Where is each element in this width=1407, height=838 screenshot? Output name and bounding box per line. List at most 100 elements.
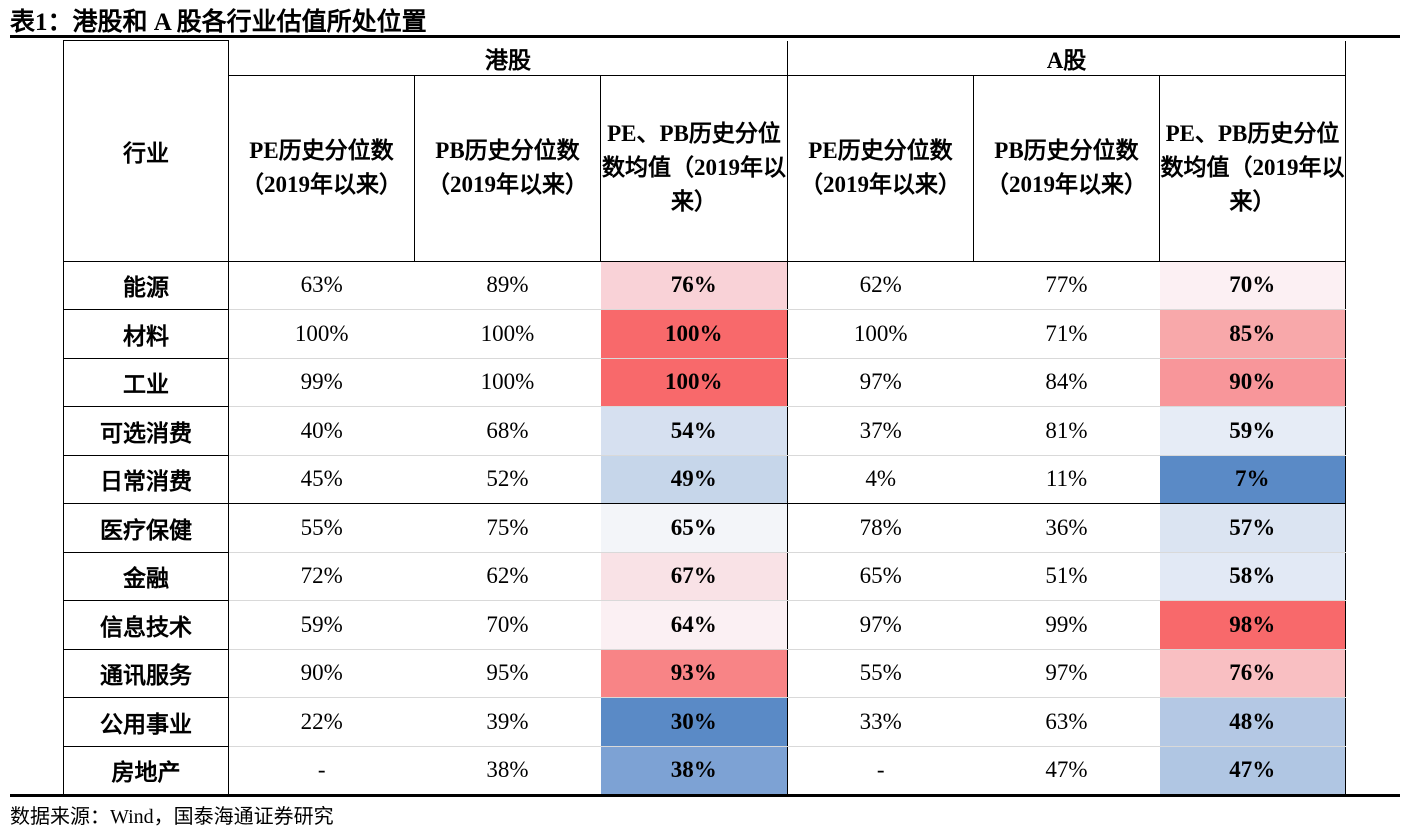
industry-cell: 材料: [63, 309, 229, 359]
header-group-a: A股: [787, 40, 1346, 76]
hk-pe-cell: 63%: [228, 261, 415, 310]
table-row: 房地产 -38% 38% -47% 47%: [63, 745, 1346, 795]
hk-pb-cell: 62%: [414, 552, 601, 601]
header-group-hk: 港股: [228, 40, 788, 76]
hk-avg-cell: 49%: [600, 455, 788, 504]
a-pb-cell: 84%: [973, 358, 1160, 407]
a-pe-cell: 100%: [787, 309, 974, 359]
industry-cell: 医疗保健: [63, 503, 229, 553]
hk-pe-cell: 55%: [228, 503, 415, 553]
a-pe-cell: -: [787, 746, 974, 795]
a-pb-cell: 47%: [973, 746, 1160, 795]
hk-avg-cell: 38%: [600, 746, 788, 795]
table-title: 表1：港股和 A 股各行业估值所处位置: [10, 9, 427, 36]
header-industry: 行业: [63, 40, 229, 262]
a-pb-cell: 36%: [973, 503, 1160, 553]
a-pe-cell: 65%: [787, 552, 974, 601]
hk-pb-cell: 100%: [414, 309, 601, 359]
a-pb-cell: 97%: [973, 649, 1160, 698]
header-col: PE历史分位数（2019年以来）: [787, 75, 974, 262]
a-pb-cell: 11%: [973, 455, 1160, 504]
a-pe-cell: 97%: [787, 600, 974, 650]
table-row: 金融 72% 62% 67% 65% 51% 58%: [63, 551, 1346, 601]
industry-cell: 金融: [63, 551, 229, 601]
industry-cell: 工业: [63, 357, 229, 407]
a-avg-cell: 98%: [1159, 600, 1346, 650]
table-row: 公用事业 22% 39% 30% 33% 63% 48%: [63, 697, 1346, 747]
industry-cell: 通讯服务: [63, 648, 229, 698]
hk-pe-cell: 72%: [228, 552, 415, 601]
a-avg-cell: 58%: [1159, 552, 1346, 601]
hk-pe-cell: 40%: [228, 406, 415, 456]
table-row: 能源 63% 89% 76% 62% 77% 70%: [63, 260, 1346, 310]
a-avg-cell: 57%: [1159, 503, 1346, 553]
a-pb-cell: 81%: [973, 406, 1160, 456]
table-row: 通讯服务 90% 95% 93% 55% 97% 76%: [63, 648, 1346, 698]
table-row: 可选消费 40% 68% 54% 37% 81% 59%: [63, 406, 1346, 456]
a-avg-cell: 47%: [1159, 746, 1346, 795]
industry-cell: 公用事业: [63, 697, 229, 747]
hk-pb-cell: 39%: [414, 697, 601, 747]
source-note: 数据来源：Wind，国泰海通证券研究: [10, 806, 334, 828]
hk-pb-cell: 70%: [414, 600, 601, 650]
hk-pb-cell: 75%: [414, 503, 601, 553]
industry-cell: 房地产: [63, 745, 229, 795]
hk-pe-cell: 100%: [228, 309, 415, 359]
a-pe-cell: 33%: [787, 697, 974, 747]
a-avg-cell: 48%: [1159, 697, 1346, 747]
hk-avg-cell: 76%: [600, 261, 788, 310]
a-pe-cell: 55%: [787, 649, 974, 698]
valuation-table: 行业 港股 A股 PE历史分位数（2019年以来） PB历史分位数（2019年以…: [63, 40, 1346, 795]
a-pb-cell: 63%: [973, 697, 1160, 747]
hk-pb-cell: 52%: [414, 455, 601, 504]
industry-cell: 日常消费: [63, 454, 229, 504]
industry-cell: 能源: [63, 260, 229, 310]
a-pe-cell: 37%: [787, 406, 974, 456]
hk-pb-cell: 68%: [414, 406, 601, 456]
hk-avg-cell: 54%: [600, 406, 788, 456]
header-col: PE、PB历史分位数均值（2019年以来）: [1159, 75, 1346, 262]
hk-avg-cell: 100%: [600, 309, 788, 359]
a-avg-cell: 59%: [1159, 406, 1346, 456]
table-row: 材料 100% 100% 100% 100% 71% 85%: [63, 309, 1346, 359]
a-pe-cell: 4%: [787, 455, 974, 504]
a-pe-cell: 97%: [787, 358, 974, 407]
hk-avg-cell: 65%: [600, 503, 788, 553]
a-pe-cell: 62%: [787, 261, 974, 310]
hk-pb-cell: 95%: [414, 649, 601, 698]
hk-avg-cell: 67%: [600, 552, 788, 601]
hk-pe-cell: 99%: [228, 358, 415, 407]
a-avg-cell: 85%: [1159, 309, 1346, 359]
table-row: 日常消费 45% 52% 49% 4% 11% 7%: [63, 454, 1346, 504]
hk-avg-cell: 64%: [600, 600, 788, 650]
table-row: 工业 99% 100% 100% 97% 84% 90%: [63, 357, 1346, 407]
a-avg-cell: 70%: [1159, 261, 1346, 310]
header-col: PB历史分位数（2019年以来）: [414, 75, 601, 262]
hk-avg-cell: 100%: [600, 358, 788, 407]
a-pb-cell: 51%: [973, 552, 1160, 601]
a-pe-cell: 78%: [787, 503, 974, 553]
industry-cell: 可选消费: [63, 406, 229, 456]
hk-pe-cell: 59%: [228, 600, 415, 650]
hk-avg-cell: 30%: [600, 697, 788, 747]
a-avg-cell: 7%: [1159, 455, 1346, 504]
header-col: PE历史分位数（2019年以来）: [228, 75, 415, 262]
table-row: 信息技术 59% 70% 64% 97% 99% 98%: [63, 600, 1346, 650]
hk-avg-cell: 93%: [600, 649, 788, 698]
hk-pe-cell: -: [228, 746, 415, 795]
bottom-rule: [10, 794, 1400, 797]
hk-pb-cell: 38%: [414, 746, 601, 795]
industry-cell: 信息技术: [63, 600, 229, 650]
hk-pb-cell: 100%: [414, 358, 601, 407]
a-pb-cell: 77%: [973, 261, 1160, 310]
a-pb-cell: 99%: [973, 600, 1160, 650]
table-row: 医疗保健 55% 75% 65% 78% 36% 57%: [63, 503, 1346, 553]
hk-pe-cell: 22%: [228, 697, 415, 747]
hk-pe-cell: 45%: [228, 455, 415, 504]
hk-pe-cell: 90%: [228, 649, 415, 698]
a-pb-cell: 71%: [973, 309, 1160, 359]
a-avg-cell: 76%: [1159, 649, 1346, 698]
hk-pb-cell: 89%: [414, 261, 601, 310]
header-col: PB历史分位数（2019年以来）: [973, 75, 1160, 262]
top-rule: [10, 35, 1400, 38]
